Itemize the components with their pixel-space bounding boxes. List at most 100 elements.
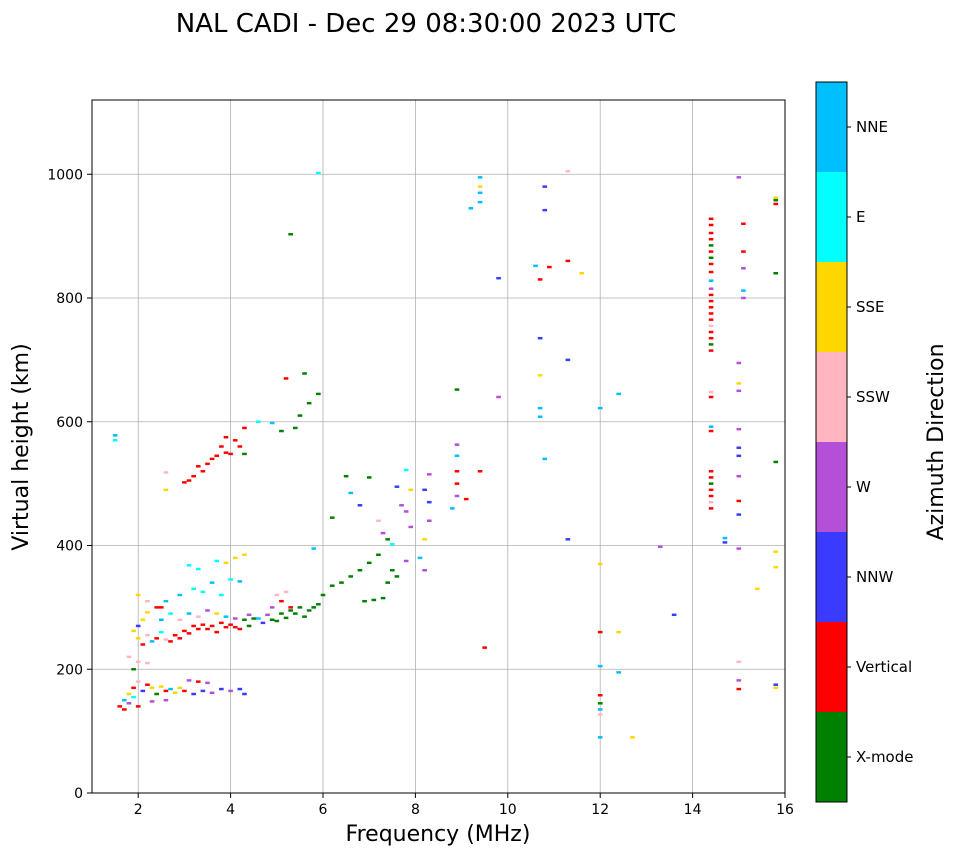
data-point-vertical — [223, 451, 229, 454]
colorbar-swatch-vertical — [816, 622, 847, 712]
data-point-nne — [533, 264, 538, 268]
data-point-nne — [149, 640, 155, 643]
data-point-nne — [542, 457, 548, 461]
data-point-vertical — [482, 646, 488, 649]
data-point-x-mode — [362, 599, 367, 603]
data-point-nne — [348, 491, 354, 495]
y-axis: 0 200 400 600 800 1000 — [47, 167, 92, 802]
data-point-sse — [422, 538, 427, 541]
data-point-ssw — [195, 615, 201, 618]
data-point-sse — [126, 692, 132, 696]
data-point-e — [403, 468, 409, 472]
data-point-ssw — [163, 471, 169, 474]
data-point-sse — [135, 637, 141, 640]
data-point-w — [736, 474, 742, 478]
data-point-x-mode — [288, 609, 293, 612]
data-point-x-mode — [131, 668, 136, 671]
data-point-vertical — [209, 457, 215, 461]
data-point-vertical — [182, 689, 187, 693]
data-point-x-mode — [154, 692, 159, 696]
data-point-x-mode — [394, 575, 400, 578]
data-point-x-mode — [329, 584, 335, 587]
x-tick-label: 8 — [411, 802, 420, 818]
data-point-vertical — [597, 630, 603, 634]
data-point-nnw — [537, 336, 543, 340]
data-point-vertical — [708, 336, 714, 340]
data-point-e — [158, 630, 164, 634]
data-point-sse — [214, 612, 220, 615]
data-point-nne — [112, 434, 118, 437]
data-point-vertical — [163, 689, 169, 693]
data-point-e — [195, 567, 201, 571]
data-point-nnw — [140, 689, 146, 693]
y-tick-label: 600 — [56, 415, 83, 431]
data-point-ssw — [597, 713, 603, 716]
data-point-vertical — [200, 470, 206, 473]
data-point-sse — [163, 488, 169, 492]
data-point-vertical — [186, 479, 192, 482]
data-point-sse — [149, 686, 155, 690]
data-point-w — [265, 613, 270, 617]
data-point-nne — [256, 617, 261, 620]
colorbar-swatch-nnw — [816, 532, 847, 622]
data-point-vertical — [154, 606, 159, 609]
data-point-vertical — [182, 629, 187, 633]
data-point-nnw — [191, 692, 196, 696]
data-point-vertical — [191, 474, 196, 478]
y-tick-label: 400 — [56, 539, 83, 555]
data-point-vertical — [145, 683, 150, 686]
x-axis: 2 4 6 8 10 12 14 16 — [134, 793, 794, 818]
data-point-w — [126, 702, 132, 705]
data-point-nne — [158, 618, 164, 621]
data-point-vertical — [283, 377, 289, 380]
data-point-nne — [477, 191, 483, 195]
data-point-w — [454, 443, 460, 446]
data-point-e — [186, 564, 192, 567]
data-point-nne — [237, 580, 243, 583]
colorbar-label: E — [856, 208, 865, 226]
data-point-nne — [597, 664, 603, 668]
data-point-e — [200, 590, 206, 594]
data-point-nnw — [736, 513, 742, 516]
colorbar-label: Vertical — [856, 658, 912, 676]
data-point-vertical — [463, 497, 469, 501]
data-point-w — [736, 547, 742, 550]
data-point-nnw — [219, 687, 224, 691]
data-point-nnw — [237, 687, 243, 691]
data-point-nne — [417, 556, 423, 560]
data-point-vertical — [565, 259, 571, 263]
x-tick-label: 12 — [591, 802, 609, 818]
data-point-nnw — [260, 621, 266, 625]
colorbar-swatch-e — [816, 172, 847, 262]
data-point-vertical — [708, 476, 714, 479]
colorbar-swatch-x-mode — [816, 712, 847, 802]
colorbar-label: SSW — [856, 388, 890, 406]
data-point-ssw — [736, 660, 742, 664]
data-point-x-mode — [306, 401, 312, 405]
data-point-w — [657, 545, 663, 548]
data-point-vertical — [708, 217, 714, 221]
data-point-nnw — [736, 454, 742, 458]
data-point-sse — [537, 374, 543, 377]
data-point-nne — [269, 421, 275, 425]
data-point-ssw — [135, 680, 141, 683]
data-point-x-mode — [297, 606, 303, 609]
data-point-e — [256, 420, 261, 423]
colorbar-swatch-ssw — [816, 352, 847, 442]
data-point-x-mode — [320, 593, 326, 597]
data-point-nnw — [394, 485, 400, 488]
data-point-nne — [122, 698, 127, 702]
data-point-vertical — [708, 293, 714, 297]
data-point-x-mode — [242, 452, 247, 456]
data-point-x-mode — [274, 619, 280, 623]
data-point-w — [403, 559, 409, 563]
data-point-nne — [477, 176, 483, 179]
data-point-x-mode — [389, 569, 395, 572]
data-point-ssw — [145, 599, 150, 603]
data-point-vertical — [219, 445, 224, 448]
data-point-w — [380, 531, 386, 535]
data-point-nne — [186, 612, 192, 615]
y-tick-label: 0 — [74, 786, 83, 802]
data-point-x-mode — [773, 272, 779, 275]
